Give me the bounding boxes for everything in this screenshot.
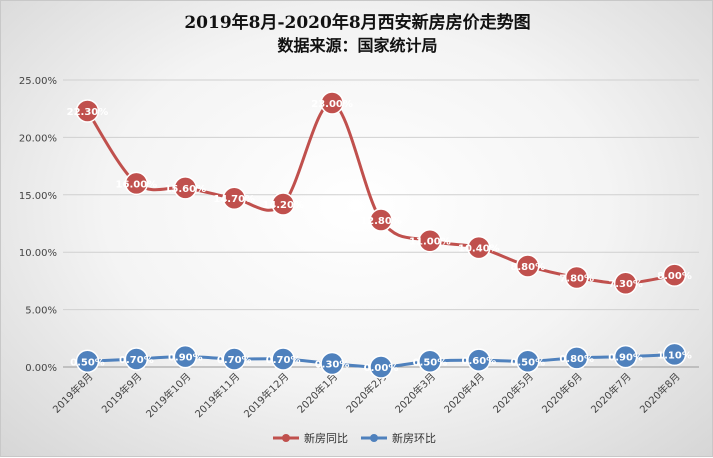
data-label: 0.80% [559,354,594,365]
legend-swatch-marker [282,434,290,442]
chart-subtitle: 数据来源：国家统计局 [277,36,438,55]
data-label: 10.40% [458,244,500,255]
data-point [564,265,589,290]
y-tick-label: 0.00% [25,363,57,374]
data-point [75,99,100,123]
y-tick-label: 5.00% [25,306,57,317]
y-tick-label: 25.00% [19,76,57,87]
data-point [75,349,100,374]
data-label: 8.80% [510,262,545,273]
data-point [173,176,198,200]
data-point [320,91,344,115]
data-point [222,347,246,371]
y-tick-label: 20.00% [19,133,57,144]
legend-label: 新房环比 [392,431,436,445]
x-tick-label: 2019年11月 [192,370,242,420]
data-label: 0.70% [217,355,252,366]
legend-swatch-marker [370,434,378,442]
data-label: 15.60% [164,184,206,195]
data-point [369,208,393,232]
x-tick-label: 2020年5月 [490,370,536,416]
data-point [320,351,344,376]
data-label: 7.30% [608,279,643,290]
data-point [124,347,149,371]
data-label: 23.00% [311,99,353,110]
data-label: 11.00% [409,237,451,248]
data-point [369,355,393,379]
data-point [516,349,540,374]
data-label: 16.00% [116,179,158,190]
data-label: 1.10% [657,350,692,361]
data-point [271,347,295,371]
data-label: 0.60% [461,356,496,367]
data-label: 22.30% [67,107,109,118]
data-point [173,344,198,369]
data-point [564,346,589,370]
data-point [222,186,246,210]
data-label: 0.90% [168,353,203,364]
data-point [662,342,687,367]
data-point [662,263,687,287]
data-point [467,235,491,260]
data-point [613,344,638,369]
data-point [613,271,638,295]
x-tick-label: 2020年3月 [392,370,438,416]
legend-label: 新房同比 [304,431,348,445]
data-label: 14.20% [262,200,304,211]
data-label: 0.70% [119,355,154,366]
x-tick-label: 2019年10月 [143,370,193,420]
data-label: 0.50% [70,357,105,368]
data-point [467,348,491,372]
data-point [124,171,149,196]
x-tick-label: 2020年4月 [441,370,487,416]
x-tick-label: 2020年8月 [637,370,683,416]
data-label: 7.80% [559,273,594,284]
data-label: 0.50% [510,357,545,368]
data-label: 0.70% [266,355,301,366]
x-tick-label: 2019年9月 [99,370,145,416]
data-label: 0.50% [413,357,448,368]
data-label: 0.00% [364,363,399,374]
y-tick-label: 15.00% [19,191,57,202]
data-label: 0.30% [315,360,350,371]
data-point [271,192,295,216]
x-tick-label: 2020年1月 [294,370,340,416]
x-tick-label: 2020年7月 [588,370,634,416]
y-tick-label: 10.00% [19,248,57,259]
data-point [516,254,540,278]
chart-title: 2019年8月-2020年8月西安新房房价走势图 [184,13,531,33]
data-point [418,349,442,374]
x-tick-label: 2019年12月 [241,370,291,420]
x-tick-label: 2020年6月 [539,370,585,416]
data-label: 12.80% [360,216,402,227]
data-label: 8.00% [657,271,692,282]
data-label: 0.90% [608,353,643,364]
data-label: 14.70% [213,194,255,205]
x-tick-label: 2019年8月 [50,370,96,416]
data-point [418,228,442,253]
